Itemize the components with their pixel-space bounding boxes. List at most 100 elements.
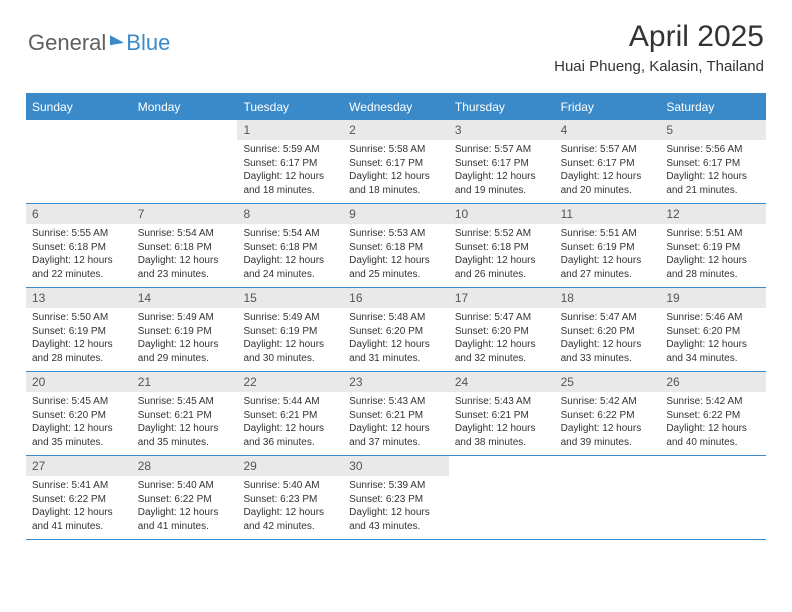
sunset-text: Sunset: 6:22 PM <box>32 493 126 507</box>
date-number: 10 <box>449 204 555 224</box>
sunset-text: Sunset: 6:19 PM <box>666 241 760 255</box>
calendar-cell: 18 Sunrise: 5:47 AMSunset: 6:20 PMDayligh… <box>555 288 661 371</box>
calendar-cell: 7Sunrise: 5:54 AMSunset: 6:18 PMDaylight… <box>132 204 238 287</box>
sunrise-text: Sunrise: 5:42 AM <box>561 395 655 409</box>
cell-body: Sunrise: 5:49 AMSunset: 6:19 PMDaylight:… <box>132 308 238 371</box>
calendar-cell <box>132 120 238 203</box>
daylight-text: Daylight: 12 hours and 35 minutes. <box>32 422 126 449</box>
daylight-text: Daylight: 12 hours and 41 minutes. <box>138 506 232 533</box>
day-header: Tuesday <box>237 94 343 120</box>
daylight-text: Daylight: 12 hours and 30 minutes. <box>243 338 337 365</box>
daylight-text: Daylight: 12 hours and 28 minutes. <box>666 254 760 281</box>
sunset-text: Sunset: 6:23 PM <box>243 493 337 507</box>
cell-body: Sunrise: 5:47 AMSunset: 6:20 PMDaylight:… <box>449 308 555 371</box>
date-number: 24 <box>449 372 555 392</box>
sunset-text: Sunset: 6:21 PM <box>138 409 232 423</box>
cell-body: Sunrise: 5:51 AMSunset: 6:19 PMDaylight:… <box>660 224 766 287</box>
sunrise-text: Sunrise: 5:52 AM <box>455 227 549 241</box>
date-number: 13 <box>26 288 132 308</box>
calendar-cell: 8Sunrise: 5:54 AMSunset: 6:18 PMDaylight… <box>237 204 343 287</box>
date-number: 30 <box>343 456 449 476</box>
cell-body: Sunrise: 5:55 AMSunset: 6:18 PMDaylight:… <box>26 224 132 287</box>
date-number: 6 <box>26 204 132 224</box>
date-number: 27 <box>26 456 132 476</box>
sunset-text: Sunset: 6:20 PM <box>455 325 549 339</box>
sunrise-text: Sunrise: 5:50 AM <box>32 311 126 325</box>
sunrise-text: Sunrise: 5:58 AM <box>349 143 443 157</box>
sunset-text: Sunset: 6:17 PM <box>561 157 655 171</box>
date-number: 25 <box>555 372 661 392</box>
sunset-text: Sunset: 6:20 PM <box>561 325 655 339</box>
date-number: 11 <box>555 204 661 224</box>
sunset-text: Sunset: 6:17 PM <box>349 157 443 171</box>
sunrise-text: Sunrise: 5:45 AM <box>32 395 126 409</box>
daylight-text: Daylight: 12 hours and 40 minutes. <box>666 422 760 449</box>
sunset-text: Sunset: 6:18 PM <box>349 241 443 255</box>
daylight-text: Daylight: 12 hours and 36 minutes. <box>243 422 337 449</box>
calendar-cell: 15Sunrise: 5:49 AMSunset: 6:19 PMDayligh… <box>237 288 343 371</box>
daylight-text: Daylight: 12 hours and 29 minutes. <box>138 338 232 365</box>
day-header: Friday <box>555 94 661 120</box>
date-number: 3 <box>449 120 555 140</box>
sunrise-text: Sunrise: 5:54 AM <box>138 227 232 241</box>
date-number: 8 <box>237 204 343 224</box>
date-number: 18 <box>555 288 661 308</box>
daylight-text: Daylight: 12 hours and 42 minutes. <box>243 506 337 533</box>
sunrise-text: Sunrise: 5:57 AM <box>561 143 655 157</box>
calendar-cell: 30Sunrise: 5:39 AMSunset: 6:23 PMDayligh… <box>343 456 449 539</box>
daylight-text: Daylight: 12 hours and 33 minutes. <box>561 338 655 365</box>
sunset-text: Sunset: 6:22 PM <box>138 493 232 507</box>
cell-body: Sunrise: 5:43 AMSunset: 6:21 PMDaylight:… <box>449 392 555 455</box>
date-number: 9 <box>343 204 449 224</box>
sunset-text: Sunset: 6:19 PM <box>138 325 232 339</box>
day-header: Thursday <box>449 94 555 120</box>
cell-body: Sunrise: 5:48 AMSunset: 6:20 PMDaylight:… <box>343 308 449 371</box>
sunrise-text: Sunrise: 5:56 AM <box>666 143 760 157</box>
cell-body: Sunrise: 5:52 AMSunset: 6:18 PMDaylight:… <box>449 224 555 287</box>
sunset-text: Sunset: 6:22 PM <box>666 409 760 423</box>
sunrise-text: Sunrise: 5:53 AM <box>349 227 443 241</box>
cell-body: Sunrise: 5:45 AMSunset: 6:21 PMDaylight:… <box>132 392 238 455</box>
sunrise-text: Sunrise: 5:42 AM <box>666 395 760 409</box>
cell-body: Sunrise: 5:45 AMSunset: 6:20 PMDaylight:… <box>26 392 132 455</box>
month-title: April 2025 <box>554 20 764 54</box>
date-number: 23 <box>343 372 449 392</box>
sunset-text: Sunset: 6:23 PM <box>349 493 443 507</box>
daylight-text: Daylight: 12 hours and 18 minutes. <box>243 170 337 197</box>
date-number: 29 <box>237 456 343 476</box>
sunrise-text: Sunrise: 5:40 AM <box>138 479 232 493</box>
cell-body: Sunrise: 5:57 AMSunset: 6:17 PMDaylight:… <box>555 140 661 203</box>
sunrise-text: Sunrise: 5:40 AM <box>243 479 337 493</box>
title-block: April 2025 Huai Phueng, Kalasin, Thailan… <box>554 20 764 75</box>
cell-body: Sunrise: 5:43 AMSunset: 6:21 PMDaylight:… <box>343 392 449 455</box>
sunrise-text: Sunrise: 5:43 AM <box>455 395 549 409</box>
weeks-container: 1Sunrise: 5:59 AMSunset: 6:17 PMDaylight… <box>26 120 766 540</box>
cell-body: Sunrise: 5:58 AMSunset: 6:17 PMDaylight:… <box>343 140 449 203</box>
calendar-cell: 5Sunrise: 5:56 AMSunset: 6:17 PMDaylight… <box>660 120 766 203</box>
daylight-text: Daylight: 12 hours and 37 minutes. <box>349 422 443 449</box>
daylight-text: Daylight: 12 hours and 23 minutes. <box>138 254 232 281</box>
date-number: 22 <box>237 372 343 392</box>
daylight-text: Daylight: 12 hours and 41 minutes. <box>32 506 126 533</box>
sunset-text: Sunset: 6:19 PM <box>32 325 126 339</box>
date-number: 19 <box>660 288 766 308</box>
week-row: 20Sunrise: 5:45 AMSunset: 6:20 PMDayligh… <box>26 372 766 456</box>
date-number: 1 <box>237 120 343 140</box>
daylight-text: Daylight: 12 hours and 26 minutes. <box>455 254 549 281</box>
day-header-row: SundayMondayTuesdayWednesdayThursdayFrid… <box>26 94 766 120</box>
logo-triangle-icon <box>110 33 124 45</box>
calendar-cell <box>555 456 661 539</box>
sunrise-text: Sunrise: 5:47 AM <box>561 311 655 325</box>
calendar-cell: 6Sunrise: 5:55 AMSunset: 6:18 PMDaylight… <box>26 204 132 287</box>
sunrise-text: Sunrise: 5:55 AM <box>32 227 126 241</box>
date-number: 15 <box>237 288 343 308</box>
daylight-text: Daylight: 12 hours and 22 minutes. <box>32 254 126 281</box>
cell-body: Sunrise: 5:56 AMSunset: 6:17 PMDaylight:… <box>660 140 766 203</box>
week-row: 27Sunrise: 5:41 AMSunset: 6:22 PMDayligh… <box>26 456 766 540</box>
cell-body: Sunrise: 5:49 AMSunset: 6:19 PMDaylight:… <box>237 308 343 371</box>
calendar-cell: 11Sunrise: 5:51 AMSunset: 6:19 PMDayligh… <box>555 204 661 287</box>
day-header: Sunday <box>26 94 132 120</box>
date-number: 17 <box>449 288 555 308</box>
calendar-cell: 24Sunrise: 5:43 AMSunset: 6:21 PMDayligh… <box>449 372 555 455</box>
calendar-cell: 20Sunrise: 5:45 AMSunset: 6:20 PMDayligh… <box>26 372 132 455</box>
